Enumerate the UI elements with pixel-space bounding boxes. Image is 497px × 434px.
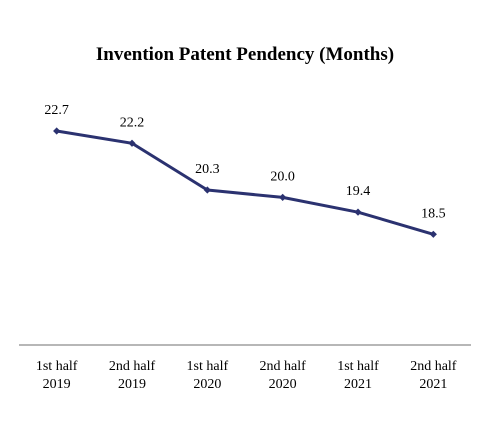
x-tick-label: 2nd half (109, 359, 156, 374)
x-tick-label: 1st half (187, 359, 229, 374)
x-tick-label: 2019 (43, 377, 71, 392)
x-tick-label: 2nd half (260, 359, 307, 374)
series-line (55, 129, 435, 236)
data-label: 20.3 (195, 162, 220, 177)
x-tick-label: 2019 (118, 377, 146, 392)
x-tick-label: 2020 (193, 377, 221, 392)
data-point (429, 230, 437, 238)
x-tick-labels: 1st half 2019 2nd half 2019 1st half 2020 2nd … (36, 359, 457, 392)
chart-title: Invention Patent Pendency (Months) (96, 44, 394, 65)
series-group (53, 127, 437, 238)
data-labels: 22.7 22.2 20.3 20.0 19.4 18.5 (44, 103, 445, 221)
data-point (279, 193, 287, 201)
data-point (128, 139, 136, 147)
x-tick-label: 2nd half (410, 359, 457, 374)
data-label: 22.7 (44, 103, 69, 118)
x-tick-label: 2020 (269, 377, 297, 392)
data-point (203, 186, 211, 194)
data-label: 20.0 (270, 169, 295, 184)
x-tick-label: 2021 (344, 377, 372, 392)
x-tick-label: 1st half (337, 359, 379, 374)
data-label: 19.4 (346, 184, 371, 199)
data-point (354, 208, 362, 216)
data-label: 18.5 (421, 206, 446, 221)
x-tick-label: 2021 (419, 377, 447, 392)
data-point (53, 127, 61, 135)
data-label: 22.2 (120, 115, 145, 130)
x-tick-label: 1st half (36, 359, 78, 374)
